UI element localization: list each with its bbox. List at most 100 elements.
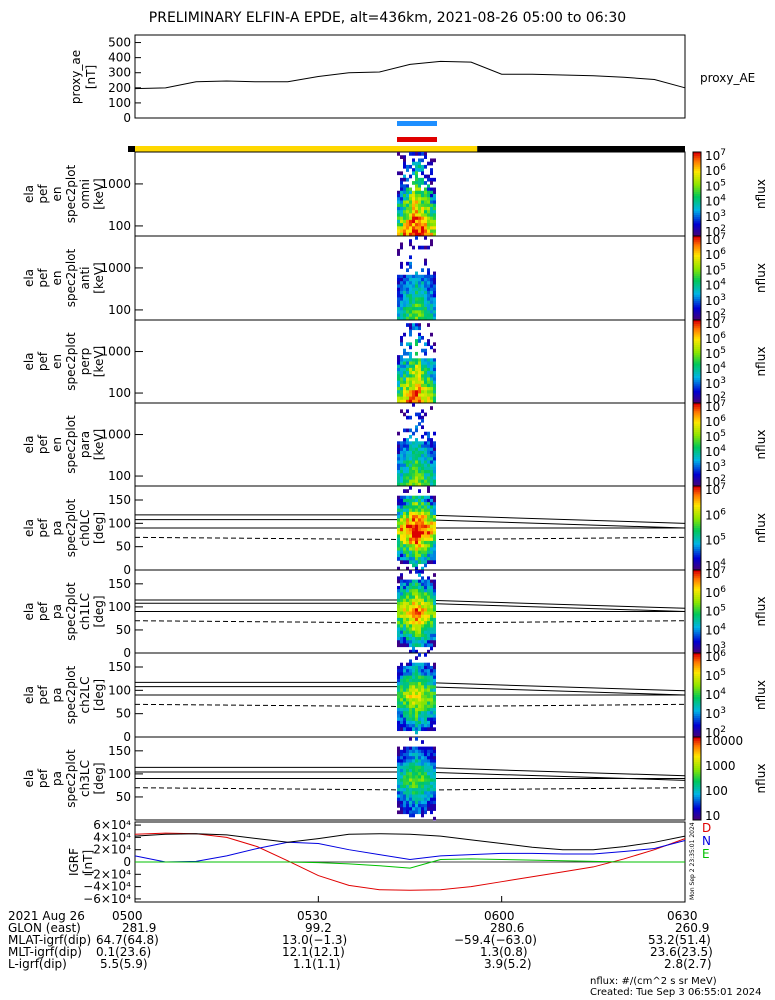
colorbar-cell — [693, 519, 701, 523]
heatmap-cell — [430, 704, 433, 709]
heatmap-cell — [406, 505, 409, 510]
heatmap-cell — [406, 210, 409, 214]
heatmap-cell — [409, 800, 412, 805]
heatmap-cell — [397, 531, 400, 535]
heatmap-cell — [412, 707, 415, 712]
heatmap-cell — [424, 498, 427, 503]
heatmap-cell — [397, 704, 400, 709]
heatmap-cell — [406, 393, 409, 398]
heatmap-cell — [415, 643, 418, 648]
heatmap-cell — [400, 297, 403, 302]
heatmap-cell — [415, 396, 418, 401]
heatmap-cell — [424, 380, 427, 385]
heatmap-cell — [424, 669, 427, 673]
heatmap-cell — [418, 274, 421, 279]
heatmap-cell — [421, 756, 424, 760]
heatmap-cell — [409, 756, 412, 760]
heatmap-cell — [400, 794, 403, 799]
heatmap-cell — [430, 203, 433, 208]
heatmap-cell — [409, 813, 412, 818]
heatmap-cell — [415, 518, 418, 523]
heatmap-cell — [421, 168, 424, 172]
heatmap-cell — [418, 361, 421, 366]
heatmap-cell — [430, 633, 433, 638]
heatmap-cell — [397, 540, 400, 545]
heatmap-cell — [433, 473, 436, 477]
heatmap-cell — [400, 605, 403, 609]
heatmap-cell — [421, 197, 424, 201]
heatmap-cell — [406, 534, 409, 539]
heatmap-cell — [406, 550, 409, 555]
heatmap-cell — [418, 560, 421, 565]
heatmap-cell — [430, 714, 433, 719]
heatmap-cell — [400, 171, 403, 176]
heatmap-cell — [403, 383, 406, 388]
heatmap-cell — [424, 788, 427, 792]
colorbar-tick-label: 104 — [705, 444, 726, 459]
spectrogram-ylabel: ch0LC — [78, 510, 92, 547]
colorbar-cell — [693, 336, 701, 340]
heatmap-cell — [424, 502, 427, 506]
heatmap-cell — [406, 547, 409, 552]
heatmap-cell — [415, 730, 418, 735]
heatmap-cell — [424, 698, 427, 702]
colorbar-cell — [693, 419, 701, 423]
heatmap-cell — [415, 563, 418, 568]
igrf-legend-D: D — [702, 821, 711, 835]
heatmap-cell — [412, 313, 415, 318]
heatmap-cell — [400, 261, 403, 266]
heatmap-cell — [418, 457, 421, 461]
heatmap-cell — [427, 589, 430, 593]
heatmap-cell — [406, 752, 409, 757]
heatmap-cell — [427, 701, 430, 706]
heatmap-cell — [403, 544, 406, 548]
heatmap-cell — [403, 210, 406, 214]
heatmap-cell — [397, 637, 400, 641]
colorbar-cell — [693, 282, 701, 285]
heatmap-cell — [412, 223, 415, 227]
heatmap-cell — [409, 351, 412, 356]
heatmap-cell — [430, 768, 433, 773]
heatmap-cell — [403, 164, 406, 169]
heatmap-cell — [433, 534, 436, 539]
heatmap-cell — [412, 152, 415, 156]
heatmap-cell — [400, 665, 403, 670]
heatmap-cell — [403, 307, 406, 311]
heatmap-cell — [403, 361, 406, 366]
heatmap-cell — [403, 807, 406, 811]
heatmap-cell — [424, 531, 427, 535]
heatmap-cell — [424, 216, 427, 221]
heatmap-cell — [424, 614, 427, 619]
colorbar-cell — [693, 628, 701, 631]
heatmap-cell — [433, 364, 436, 369]
heatmap-cell — [418, 633, 421, 638]
heatmap-cell — [418, 323, 421, 327]
colorbar-cell — [693, 630, 701, 633]
colorbar-cell — [693, 473, 701, 477]
heatmap-cell — [400, 624, 403, 628]
heatmap-cell — [406, 717, 409, 722]
heatmap-cell — [406, 807, 409, 811]
heatmap-cell — [415, 601, 418, 606]
heatmap-cell — [433, 271, 436, 276]
heatmap-cell — [400, 524, 403, 529]
heatmap-cell — [433, 450, 436, 455]
heatmap-cell — [406, 399, 409, 404]
colorbar-cell — [693, 286, 701, 289]
colorbar-cell — [693, 692, 701, 696]
heatmap-cell — [427, 685, 430, 690]
heatmap-cell — [400, 303, 403, 308]
colorbar-tick-label: 106 — [705, 507, 726, 522]
heatmap-cell — [424, 537, 427, 542]
heatmap-cell — [406, 261, 409, 266]
heatmap-cell — [418, 804, 421, 808]
heatmap-cell — [424, 560, 427, 565]
colorbar-cell — [693, 294, 701, 298]
heatmap-cell — [421, 294, 424, 298]
heatmap-cell — [430, 720, 433, 725]
heatmap-cell — [433, 396, 436, 401]
colorbar-cell — [693, 755, 701, 759]
heatmap-cell — [424, 791, 427, 795]
heatmap-cell — [424, 598, 427, 603]
